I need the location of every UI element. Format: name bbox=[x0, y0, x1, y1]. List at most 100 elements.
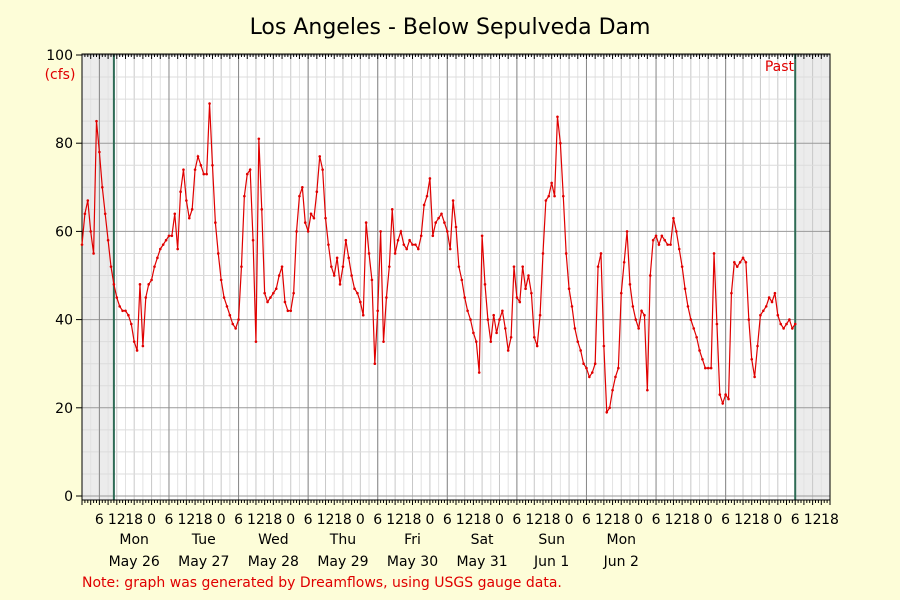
flow-data-point bbox=[280, 265, 284, 268]
flow-data-point bbox=[698, 349, 701, 352]
flow-data-point bbox=[680, 265, 684, 268]
flow-data-point bbox=[312, 216, 316, 220]
flow-data-point bbox=[83, 212, 87, 216]
flow-data-point bbox=[660, 234, 664, 238]
flow-data-point bbox=[535, 344, 539, 348]
x-hour-label: 12 bbox=[804, 512, 822, 528]
flow-data-point bbox=[446, 230, 449, 233]
flow-data-point bbox=[683, 287, 687, 291]
flow-data-point bbox=[460, 278, 464, 282]
flow-data-point bbox=[414, 243, 417, 246]
x-hour-label: 6 bbox=[582, 512, 591, 528]
x-hour-label: 0 bbox=[217, 512, 226, 528]
flow-data-point bbox=[332, 274, 336, 277]
x-date-label: May 30 bbox=[387, 554, 438, 570]
flow-data-point bbox=[167, 234, 171, 238]
flow-data-point bbox=[448, 247, 452, 251]
flow-data-point bbox=[92, 252, 95, 255]
flow-data-point bbox=[158, 247, 162, 251]
flow-data-point bbox=[112, 283, 116, 286]
flow-data-point bbox=[741, 256, 745, 260]
flow-data-point bbox=[185, 199, 188, 202]
flow-data-point bbox=[425, 194, 429, 198]
flow-data-point bbox=[109, 265, 113, 268]
flow-data-point bbox=[219, 278, 223, 282]
flow-data-point bbox=[240, 265, 243, 268]
flow-data-point bbox=[602, 344, 606, 348]
flow-data-point bbox=[225, 305, 229, 308]
flow-data-point bbox=[579, 349, 582, 352]
flow-data-point bbox=[335, 256, 339, 260]
flow-data-point bbox=[344, 238, 348, 242]
flow-data-point bbox=[593, 362, 597, 366]
flow-data-point bbox=[704, 366, 707, 370]
flow-data-point bbox=[179, 190, 182, 194]
flow-data-point bbox=[791, 327, 794, 330]
flow-data-point bbox=[237, 318, 240, 321]
flow-data-point bbox=[709, 366, 713, 370]
x-hour-label: 18 bbox=[334, 512, 352, 528]
x-hour-label: 6 bbox=[234, 512, 243, 528]
x-hour-label: 18 bbox=[195, 512, 213, 528]
data-source-note: Note: graph was generated by Dreamflows,… bbox=[82, 575, 562, 591]
x-hour-label: 18 bbox=[682, 512, 700, 528]
flow-data-point bbox=[306, 230, 310, 233]
flow-data-point bbox=[196, 155, 200, 158]
flow-data-point bbox=[721, 402, 725, 405]
flow-data-point bbox=[573, 327, 577, 330]
flow-data-point bbox=[303, 221, 307, 224]
flow-data-point bbox=[782, 327, 785, 330]
flow-data-point bbox=[228, 313, 232, 317]
flow-data-point bbox=[231, 322, 235, 326]
flow-data-point bbox=[576, 340, 580, 343]
flow-data-point bbox=[364, 221, 368, 224]
flow-data-point bbox=[608, 406, 611, 410]
flow-data-point bbox=[747, 318, 751, 321]
flow-data-point bbox=[469, 318, 472, 321]
flow-data-point bbox=[672, 216, 675, 220]
flow-data-point bbox=[402, 243, 406, 246]
y-tick-label: 0 bbox=[64, 489, 73, 505]
flow-data-point bbox=[532, 335, 536, 339]
flow-data-point bbox=[550, 181, 553, 185]
x-hour-label: 6 bbox=[304, 512, 313, 528]
flow-data-point bbox=[298, 194, 301, 198]
y-axis-unit-label: (cfs) bbox=[45, 67, 76, 83]
flow-data-point bbox=[376, 309, 380, 313]
flow-data-point bbox=[260, 208, 264, 211]
flow-data-point bbox=[492, 313, 495, 317]
flow-data-point bbox=[170, 234, 174, 238]
x-hour-label: 6 bbox=[721, 512, 730, 528]
flow-data-point bbox=[733, 260, 736, 264]
flow-data-point bbox=[147, 283, 150, 286]
flow-data-point bbox=[269, 296, 272, 299]
flow-data-point bbox=[622, 260, 626, 264]
flow-data-point bbox=[390, 208, 394, 211]
y-tick-label: 60 bbox=[55, 224, 73, 240]
flow-data-point bbox=[399, 230, 403, 233]
x-hour-label: 12 bbox=[595, 512, 613, 528]
flow-data-point bbox=[373, 362, 377, 366]
flow-data-point bbox=[144, 296, 148, 299]
flow-data-point bbox=[556, 115, 559, 119]
flow-data-point bbox=[443, 221, 446, 224]
flow-data-point bbox=[547, 194, 551, 198]
flow-data-point bbox=[367, 252, 371, 255]
flow-data-point bbox=[341, 265, 345, 268]
flow-data-point bbox=[356, 291, 359, 295]
flow-data-point bbox=[382, 340, 385, 343]
chart-title: Los Angeles - Below Sepulveda Dam bbox=[250, 15, 651, 40]
x-hour-label: 12 bbox=[247, 512, 265, 528]
x-hour-label: 12 bbox=[317, 512, 335, 528]
flow-data-point bbox=[730, 291, 733, 295]
flow-data-point bbox=[405, 247, 409, 251]
flow-data-point bbox=[208, 102, 211, 105]
x-weekday-label: Thu bbox=[329, 532, 356, 548]
flow-data-point bbox=[428, 177, 432, 180]
flow-data-point bbox=[515, 296, 519, 299]
flow-data-point bbox=[506, 349, 510, 352]
flow-data-point bbox=[770, 300, 774, 304]
flow-data-point bbox=[272, 291, 275, 295]
flow-data-point bbox=[274, 287, 278, 291]
